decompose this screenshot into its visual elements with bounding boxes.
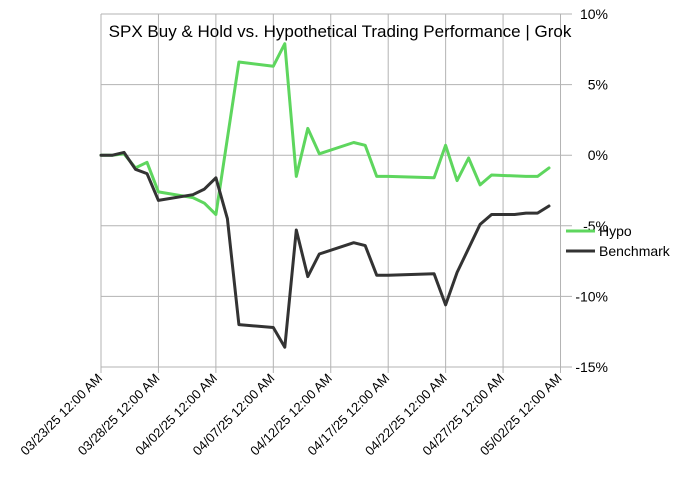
grid-lines <box>100 13 572 373</box>
legend-label-benchmark: Benchmark <box>599 243 671 259</box>
y-tick-label: -15% <box>575 359 608 375</box>
series-lines <box>99 42 551 349</box>
series-line-hypo <box>99 42 551 216</box>
series-line-benchmark <box>99 150 551 349</box>
chart-title: SPX Buy & Hold vs. Hypothetical Trading … <box>109 22 572 41</box>
legend: Hypo Benchmark <box>566 223 671 259</box>
y-tick-label: -10% <box>575 288 608 304</box>
y-tick-label: 5% <box>588 77 608 93</box>
legend-label-hypo: Hypo <box>599 223 632 239</box>
y-tick-label: 0% <box>588 147 608 163</box>
y-tick-labels: 10%5%0%-5%-10%-15% <box>575 6 608 375</box>
y-tick-label: 10% <box>580 6 608 22</box>
